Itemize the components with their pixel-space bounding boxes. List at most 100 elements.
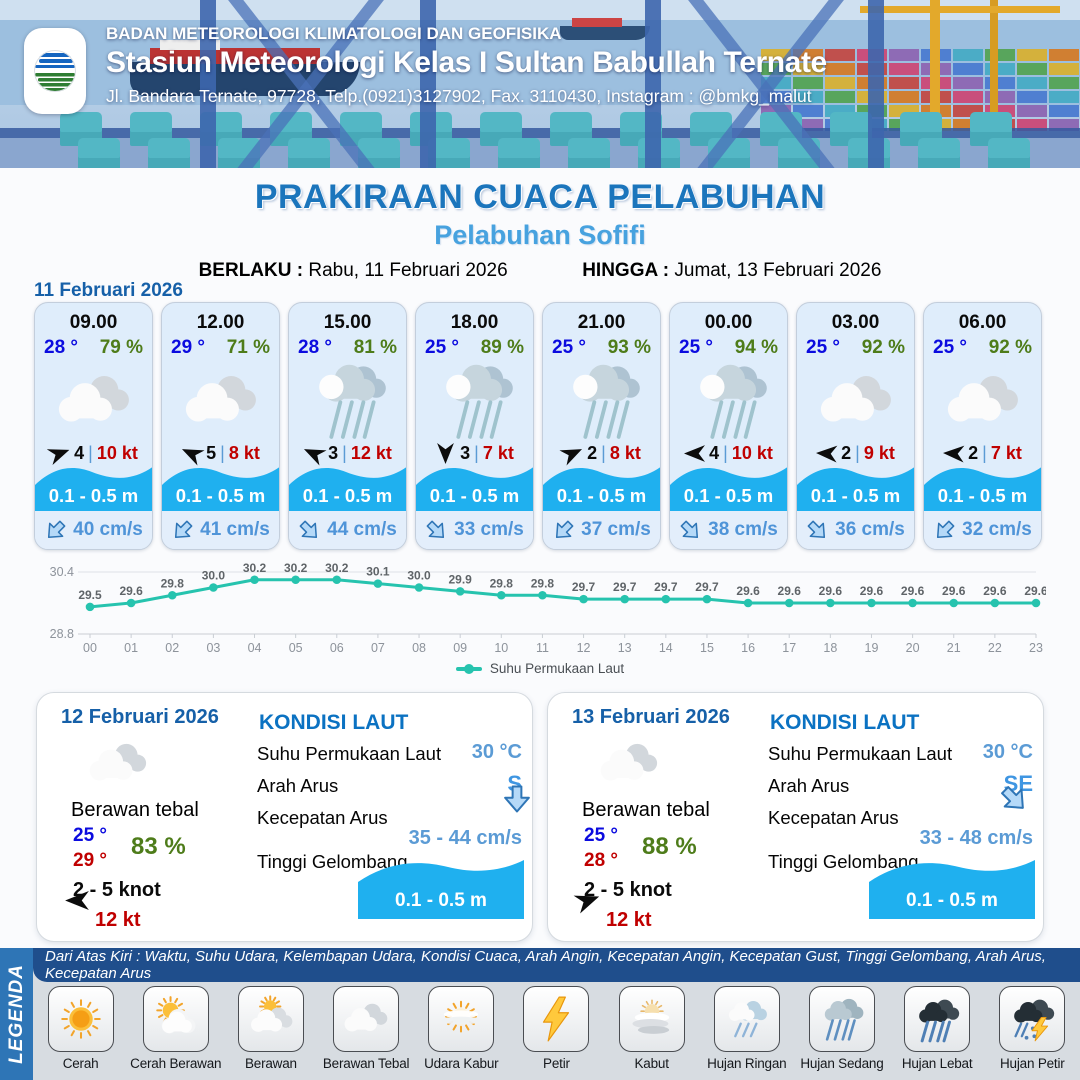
current-speed: 33 cm/s (454, 519, 524, 540)
svg-text:29.8: 29.8 (490, 576, 514, 590)
wave-height-band: 0.1 - 0.5 m (869, 855, 1035, 919)
svg-text:29.5: 29.5 (78, 588, 102, 602)
daily-gust: 12 kt (95, 909, 141, 931)
wave-height: 0.1 - 0.5 m (683, 485, 774, 506)
legend-item-label: Hujan Petir (1000, 1056, 1065, 1071)
wind-separator: | (220, 443, 225, 463)
port-name: Pelabuhan Sofifi (434, 220, 646, 250)
svg-text:29.7: 29.7 (613, 580, 637, 594)
valid-from-label: BERLAKU : (198, 260, 304, 281)
daily-summary-row: 12 Februari 2026 Berawan tebal 25 ° 83 %… (36, 692, 1044, 942)
svg-text:30.2: 30.2 (284, 561, 308, 575)
svg-text:17: 17 (782, 641, 796, 655)
sst-value: 30 °C (471, 741, 522, 763)
daily-humidity: 83 % (131, 833, 186, 860)
svg-text:04: 04 (248, 641, 262, 655)
legend-item-label: Hujan Sedang (800, 1056, 884, 1071)
weather-icon (35, 359, 152, 443)
forecast-time: 03.00 (831, 312, 880, 333)
wind-row: 2 | 8 kt (543, 443, 660, 466)
air-temperature: 28 ° (44, 337, 79, 358)
daily-temp-min: 25 ° (73, 825, 108, 846)
legend-item: Berawan Tebal (319, 986, 414, 1071)
legend-item: Udara Kabur (414, 986, 509, 1071)
wave-height: 0.1 - 0.5 m (429, 485, 520, 506)
sst-line-chart: 30.4 28.8 00 29.5 01 29.6 02 29.8 03 30.0 04 30.2 05… (50, 561, 1046, 655)
legend-item: Hujan Ringan (699, 986, 794, 1071)
legend-item: Hujan Petir (985, 986, 1080, 1071)
wave-height-band: 0.1 - 0.5 m (162, 459, 279, 511)
svg-text:29.6: 29.6 (1024, 584, 1046, 598)
current-row: 33 cm/s (416, 511, 533, 549)
current-direction-icon (298, 519, 321, 542)
weather-icon (289, 359, 406, 443)
current-speed: 41 cm/s (200, 519, 270, 540)
daily-date: 12 Februari 2026 (61, 706, 219, 728)
legend-item-row: Cerah Cerah Berawan Berawan Berawan Teba… (33, 986, 1080, 1071)
forecast-time: 15.00 (323, 312, 372, 333)
wave-height-band: 0.1 - 0.5 m (35, 459, 152, 511)
wind-force: 2 (587, 443, 598, 463)
legend-item-label: Hujan Lebat (901, 1056, 973, 1071)
svg-text:29.6: 29.6 (942, 584, 966, 598)
daily-temp-max: 28 ° (584, 850, 619, 871)
wind-separator: | (982, 443, 987, 463)
current-row: 37 cm/s (543, 511, 660, 549)
hourly-forecast-card: 03.00 25 ° 92 % 2 | 9 kt 0.1 - 0.5 m 36 … (796, 302, 915, 550)
weather-icon (670, 359, 787, 443)
wind-speed: 9 kt (863, 443, 895, 463)
humidity-value: 81 % (353, 337, 397, 358)
svg-text:18: 18 (823, 641, 837, 655)
current-row: 38 cm/s (670, 511, 787, 549)
wind-separator: | (474, 443, 479, 463)
svg-text:29.6: 29.6 (736, 584, 760, 598)
legend-weather-icon (713, 986, 780, 1052)
hourly-forecast-card: 21.00 25 ° 93 % 2 | 8 kt 0.1 - 0.5 m 37 … (542, 302, 661, 550)
current-direction-value: SE (999, 771, 1033, 809)
current-row: 36 cm/s (797, 511, 914, 549)
wind-direction-icon (816, 445, 838, 463)
wind-force: 2 (841, 443, 852, 463)
air-temperature: 25 ° (933, 337, 968, 358)
humidity-value: 71 % (226, 337, 270, 358)
daily-wind-row: 2 - 5 knot (65, 879, 161, 910)
legend-weather-icon (808, 986, 875, 1052)
station-name: Stasiun Meteorologi Kelas I Sultan Babul… (106, 46, 827, 79)
legend-item-label: Udara Kabur (424, 1056, 499, 1071)
bmkg-logo: BMKG (24, 28, 86, 114)
wave-height: 0.1 - 0.5 m (395, 890, 487, 911)
wave-shape-icon (797, 467, 914, 511)
legend-section: LEGENDA Dari Atas Kiri : Waktu, Suhu Uda… (0, 948, 1080, 1080)
wind-row: 2 | 9 kt (797, 443, 914, 464)
daily-wind-row: 2 - 5 knot (573, 879, 672, 913)
legend-note: Dari Atas Kiri : Waktu, Suhu Udara, Kele… (33, 948, 1080, 982)
wind-row: 3 | 12 kt (289, 443, 406, 466)
valid-until-value: Jumat, 13 Februari 2026 (674, 260, 882, 281)
legend-item-label: Hujan Ringan (707, 1056, 787, 1071)
current-direction-value: S (502, 771, 531, 813)
wave-shape-icon (162, 467, 279, 511)
wind-row: 5 | 8 kt (162, 443, 279, 466)
wave-shape-icon (289, 467, 406, 511)
legend-weather-icon (428, 986, 495, 1052)
svg-text:03: 03 (206, 641, 220, 655)
small-ship (560, 26, 650, 40)
hourly-forecast-card: 15.00 28 ° 81 % 3 | 12 kt 0.1 - 0.5 m 44 (288, 302, 407, 550)
wave-height-band: 0.1 - 0.5 m (289, 459, 406, 511)
current-speed: 32 cm/s (962, 519, 1032, 540)
daily-gust: 12 kt (606, 909, 652, 931)
wind-row: 3 | 7 kt (416, 443, 533, 464)
legend-weather-icon (333, 986, 400, 1052)
current-direction-icon (425, 519, 448, 542)
legend-item: Kabut (604, 986, 699, 1071)
svg-text:29.6: 29.6 (860, 584, 884, 598)
current-direction-icon (171, 519, 194, 542)
humidity-value: 92 % (861, 337, 905, 358)
air-temperature: 25 ° (552, 337, 587, 358)
wind-force: 2 (968, 443, 979, 463)
svg-text:29.8: 29.8 (161, 576, 185, 590)
wind-force: 4 (709, 443, 720, 463)
wave-height: 0.1 - 0.5 m (302, 485, 393, 506)
current-direction-icon (933, 519, 956, 542)
legend-item: Cerah (33, 986, 128, 1071)
